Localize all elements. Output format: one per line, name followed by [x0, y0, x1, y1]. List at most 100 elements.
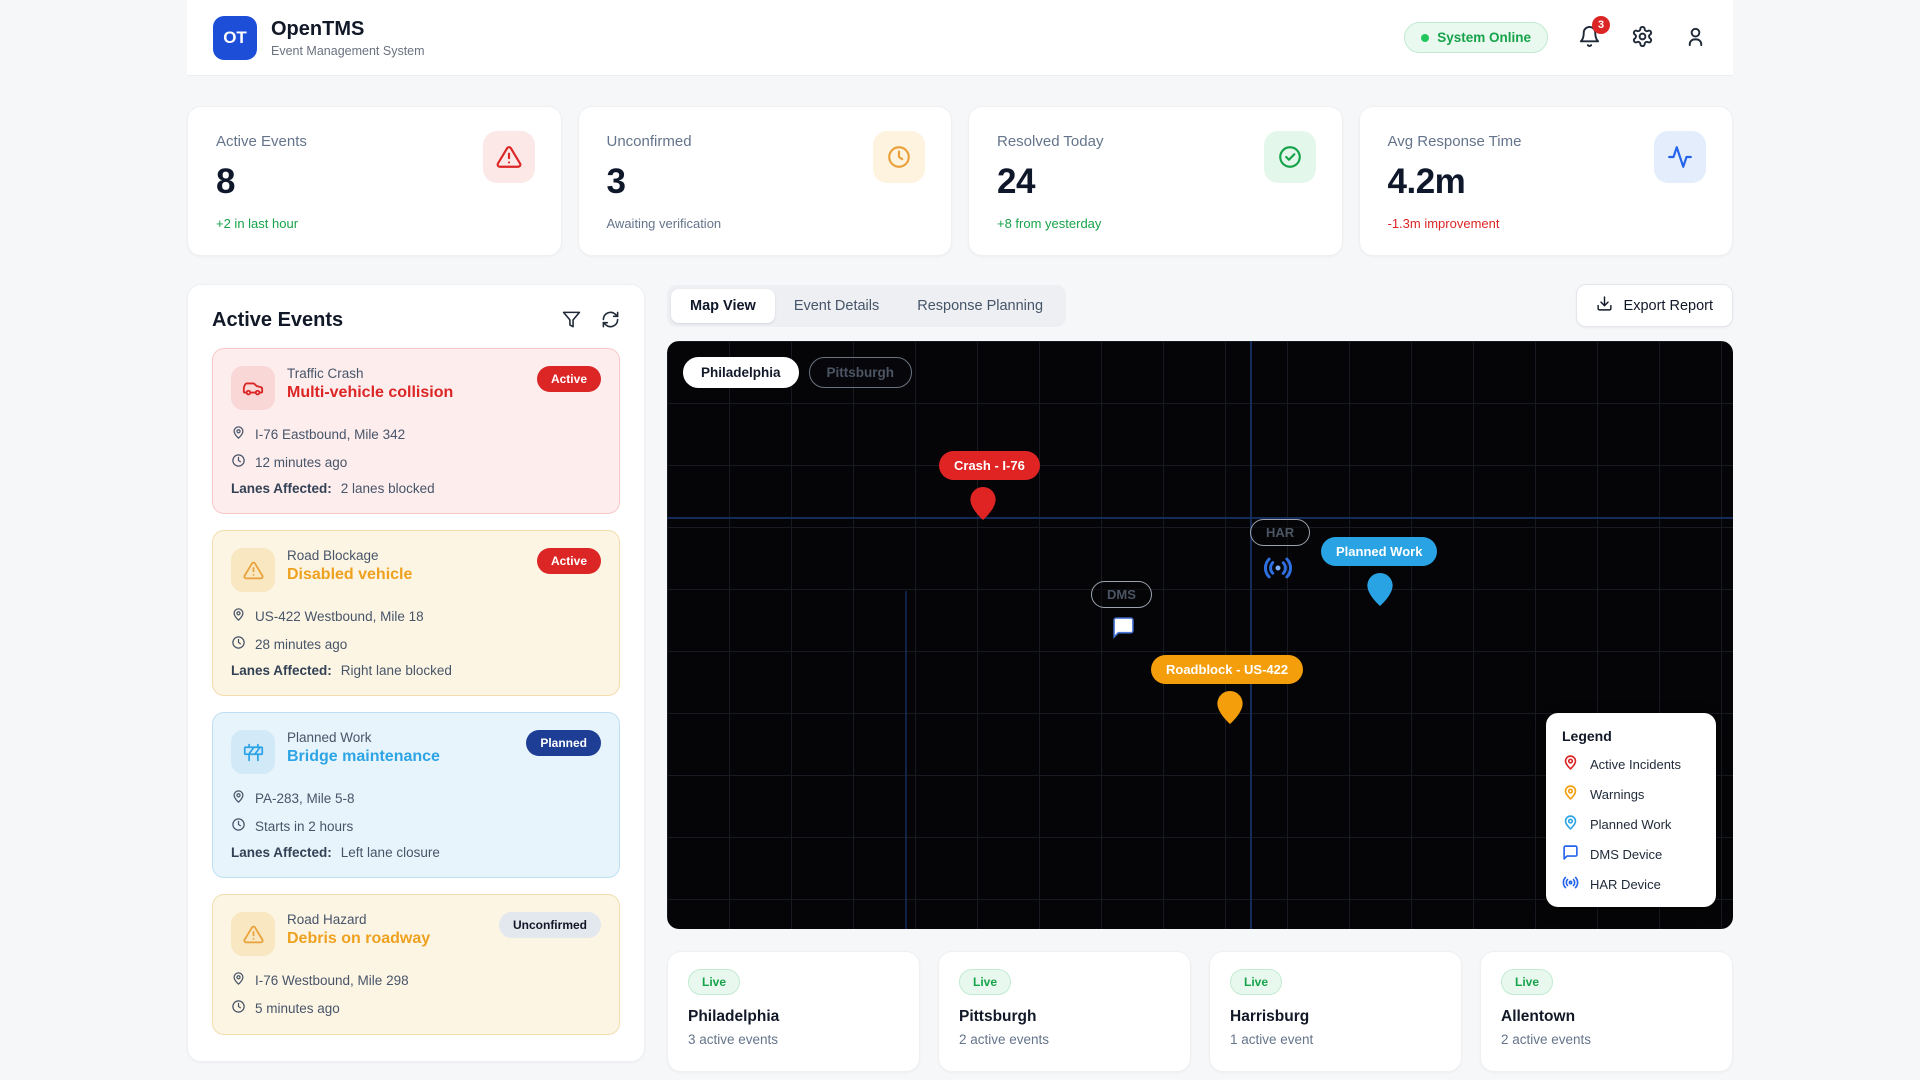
stat-note: +8 from yesterday [997, 216, 1102, 231]
stat-note: Awaiting verification [606, 216, 722, 231]
legend-item-label: Planned Work [1590, 816, 1672, 832]
city-card-allentown[interactable]: Live Allentown 2 active events [1480, 951, 1733, 1072]
event-category: Road Blockage [287, 548, 379, 563]
city-toggle-philadelphia[interactable]: Philadelphia [683, 357, 799, 388]
event-category: Road Hazard [287, 912, 367, 927]
map-pin-icon [231, 607, 246, 625]
map-road-line [905, 591, 907, 929]
map-pin-icon[interactable] [1367, 573, 1393, 606]
app-title: OpenTMS [271, 17, 365, 40]
live-badge: Live [1501, 969, 1554, 995]
stat-label: Resolved Today [997, 133, 1104, 150]
stat-card-resolved-today: Resolved Today 24 +8 from yesterday [968, 106, 1343, 256]
event-status-badge: Planned [526, 730, 601, 756]
activity-icon [1654, 131, 1706, 183]
city-toggle-pittsburgh[interactable]: Pittsburgh [808, 357, 913, 388]
download-icon [1596, 295, 1613, 316]
map-pin-icon [1562, 784, 1579, 804]
live-badge: Live [959, 969, 1012, 995]
status-label: System Online [1437, 30, 1531, 45]
clock-icon [231, 999, 246, 1017]
city-card-pittsburgh[interactable]: Live Pittsburgh 2 active events [938, 951, 1191, 1072]
status-badge: System Online [1404, 22, 1548, 53]
map-pin-icon[interactable] [970, 487, 996, 520]
user-profile-button[interactable] [1684, 25, 1707, 51]
tab-event-details[interactable]: Event Details [775, 289, 898, 323]
stat-value: 8 [216, 162, 235, 201]
status-dot-icon [1421, 33, 1430, 42]
event-card-planned-work[interactable]: Planned Work Bridge maintenance Planned … [212, 712, 620, 878]
map-view[interactable]: Philadelphia Pittsburgh Crash - I-76 HAR… [667, 341, 1733, 929]
event-category: Planned Work [287, 730, 372, 745]
stat-card-avg-response: Avg Response Time 4.2m -1.3m improvement [1358, 106, 1733, 256]
construction-icon [231, 730, 275, 774]
city-event-count: 1 active event [1230, 1032, 1314, 1047]
stat-label: Unconfirmed [606, 133, 692, 150]
brand: OT OpenTMS Event Management System [213, 15, 425, 60]
main-column: Map View Event Details Response Planning… [667, 284, 1733, 1072]
refresh-button[interactable] [601, 310, 620, 332]
export-report-label: Export Report [1623, 297, 1713, 314]
legend-item-label: Warnings [1590, 786, 1645, 802]
event-card-road-hazard[interactable]: Road Hazard Debris on roadway Unconfirme… [212, 894, 620, 1035]
event-location: I-76 Westbound, Mile 298 [255, 972, 409, 988]
map-marker-label-dms[interactable]: DMS [1091, 581, 1152, 608]
event-status-badge: Active [536, 366, 601, 392]
notifications-button[interactable]: 3 [1578, 15, 1610, 51]
map-road-line [667, 517, 1733, 519]
legend-item-label: HAR Device [1590, 876, 1661, 892]
tab-map-view[interactable]: Map View [671, 288, 775, 323]
event-location: US-422 Westbound, Mile 18 [255, 608, 424, 624]
map-pin-icon [231, 971, 246, 989]
map-pin-icon[interactable] [1217, 691, 1243, 724]
legend-item-label: DMS Device [1590, 846, 1663, 862]
alert-triangle-icon [231, 548, 275, 592]
map-marker-label-har[interactable]: HAR [1250, 519, 1311, 546]
tab-response-planning[interactable]: Response Planning [898, 289, 1062, 323]
active-events-panel: Active Events [187, 284, 645, 1062]
stat-value: 4.2m [1387, 162, 1466, 201]
export-report-button[interactable]: Export Report [1575, 284, 1733, 327]
stat-card-active-events: Active Events 8 +2 in last hour [187, 106, 562, 256]
city-event-count: 3 active events [688, 1032, 779, 1047]
stat-label: Avg Response Time [1387, 133, 1522, 150]
lanes-affected-label: Lanes Affected: [231, 845, 332, 860]
main-row: Active Events [187, 284, 1733, 1072]
settings-button[interactable] [1631, 25, 1654, 51]
event-time: 5 minutes ago [255, 1000, 340, 1016]
stats-row: Active Events 8 +2 in last hour Unconfir… [187, 106, 1733, 256]
city-card-harrisburg[interactable]: Live Harrisburg 1 active event [1209, 951, 1462, 1072]
stat-note: +2 in last hour [216, 216, 299, 231]
user-icon [1684, 25, 1707, 51]
alert-triangle-icon [482, 131, 535, 183]
cities-row: Live Philadelphia 3 active events Live P… [667, 951, 1733, 1072]
event-title: Multi-vehicle collision [287, 384, 454, 401]
filter-button[interactable] [562, 310, 581, 332]
event-time: Starts in 2 hours [255, 818, 354, 834]
top-header: OT OpenTMS Event Management System Syste… [187, 0, 1733, 76]
message-square-icon[interactable] [1111, 615, 1136, 640]
radio-icon[interactable] [1263, 553, 1293, 583]
bell-icon [1578, 25, 1601, 51]
lanes-affected-label: Lanes Affected: [231, 481, 332, 496]
lanes-affected-value: Left lane closure [340, 845, 440, 860]
city-event-count: 2 active events [1501, 1032, 1592, 1047]
map-marker-label-crash[interactable]: Crash - I-76 [939, 451, 1040, 480]
view-tabs: Map View Event Details Response Planning [667, 284, 1067, 327]
event-time: 28 minutes ago [255, 636, 348, 652]
city-card-philadelphia[interactable]: Live Philadelphia 3 active events [667, 951, 920, 1072]
map-pin-icon [231, 425, 246, 443]
car-icon [231, 366, 275, 410]
tabs-row: Map View Event Details Response Planning… [667, 284, 1733, 327]
lanes-affected-value: Right lane blocked [340, 663, 452, 678]
map-legend: Legend Active Incidents Warnings Planned… [1546, 713, 1716, 907]
clock-icon [231, 453, 246, 471]
clock-icon [231, 635, 246, 653]
event-card-road-blockage[interactable]: Road Blockage Disabled vehicle Active US… [212, 530, 620, 696]
radio-icon [1562, 874, 1579, 894]
map-city-toggles: Philadelphia Pittsburgh [683, 357, 913, 388]
map-marker-label-roadblock[interactable]: Roadblock - US-422 [1151, 655, 1304, 684]
event-card-traffic-crash[interactable]: Traffic Crash Multi-vehicle collision Ac… [212, 348, 620, 514]
map-road-line [1250, 341, 1252, 929]
map-marker-label-planned-work[interactable]: Planned Work [1321, 537, 1438, 566]
